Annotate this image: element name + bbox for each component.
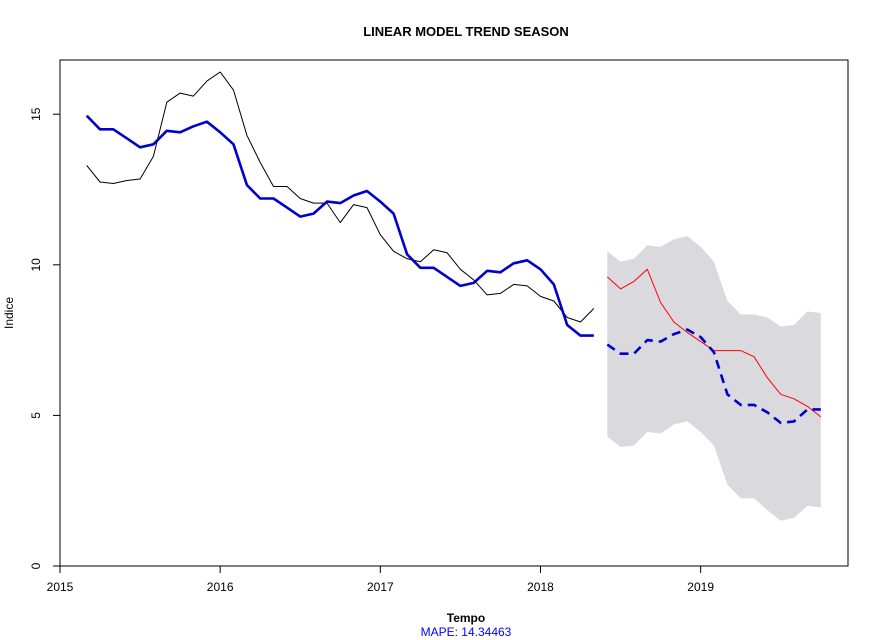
y-tick-label: 10 <box>29 258 43 272</box>
chart-title: LINEAR MODEL TREND SEASON <box>363 24 569 39</box>
x-axis: 2015 2016 2017 2018 2019 <box>47 565 714 594</box>
x-tick-label: 2019 <box>687 580 714 594</box>
x-tick-label: 2018 <box>527 580 554 594</box>
forecast-series-line <box>606 328 821 425</box>
fitted-series-line <box>85 114 594 337</box>
y-axis: 0 5 10 15 <box>29 107 61 569</box>
y-tick-label: 0 <box>29 562 43 569</box>
x-tick-label: 2017 <box>367 580 394 594</box>
x-tick-label: 2016 <box>207 580 234 594</box>
y-tick-label: 5 <box>29 412 43 419</box>
prediction-interval-band <box>607 236 821 521</box>
y-axis-label: Indice <box>2 297 16 329</box>
observed-series-line <box>86 71 595 323</box>
mape-note: MAPE: 14.34463 <box>421 625 512 639</box>
plot-area <box>85 71 822 521</box>
x-tick-label: 2015 <box>47 580 74 594</box>
x-axis-label: Tempo <box>447 611 485 625</box>
y-tick-label: 15 <box>29 107 43 121</box>
